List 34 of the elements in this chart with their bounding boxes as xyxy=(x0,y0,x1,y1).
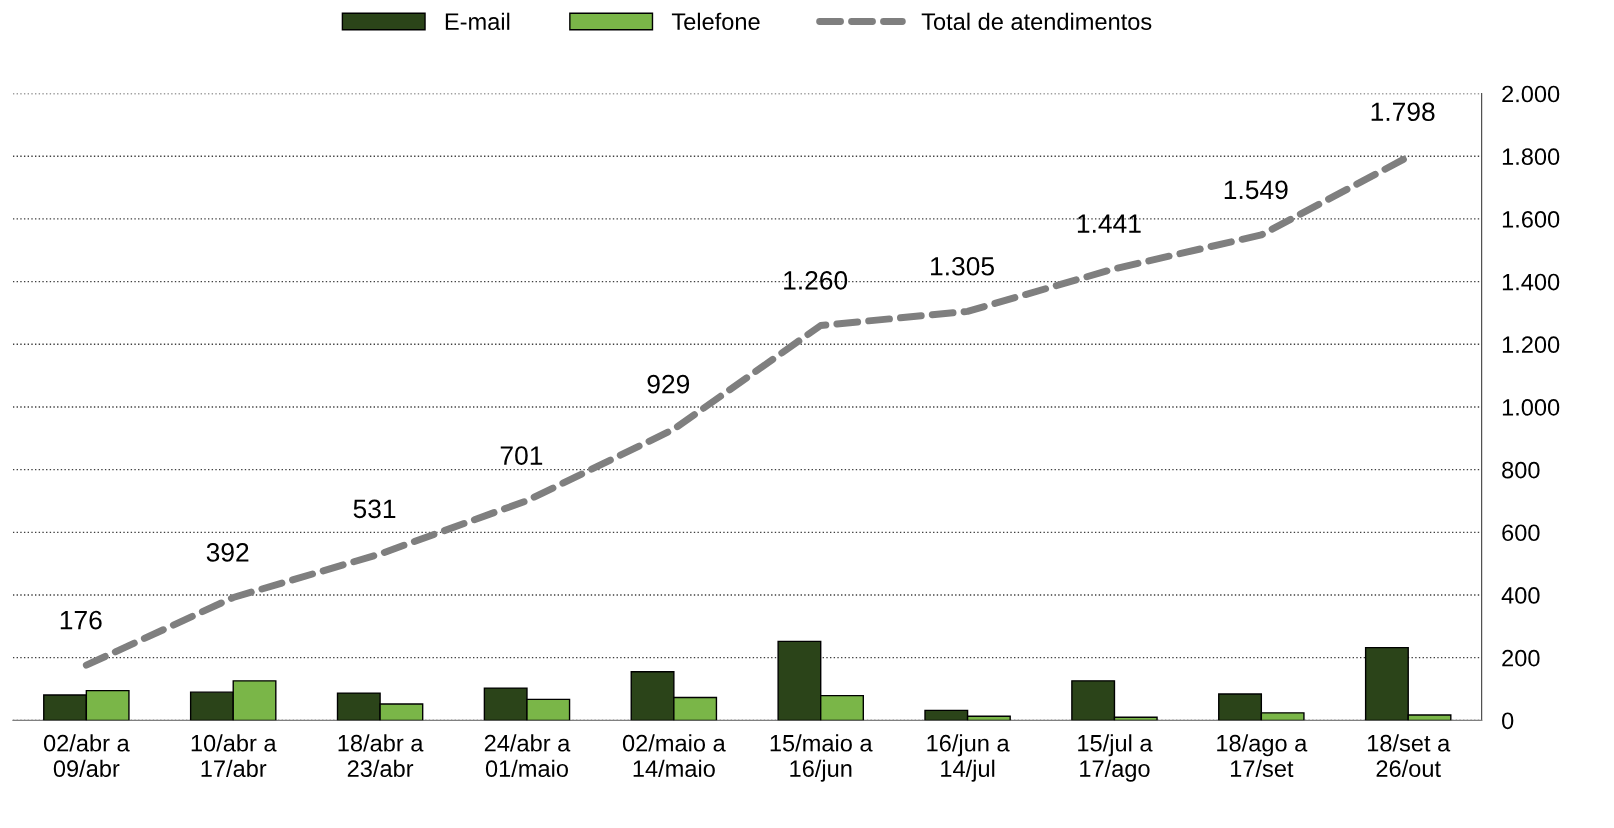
x-tick-label: 15/jul a 17/ago xyxy=(1078,734,1153,782)
x-tick-label: 18/ago a 17/set xyxy=(1217,734,1308,778)
data-label: 1.441 xyxy=(1077,214,1141,233)
y-tick-label: 600 xyxy=(1502,524,1540,542)
x-tick-label: 10/abr a 17/abr xyxy=(191,734,277,778)
legend-label: Telefone xyxy=(671,12,760,31)
x-tick-label: 02/maio a 14/maio xyxy=(622,734,726,778)
y-tick-label: 1.200 xyxy=(1502,336,1560,354)
data-label: 701 xyxy=(500,446,543,465)
y-tick-label: 1.600 xyxy=(1502,210,1560,228)
y-tick-label: 1.400 xyxy=(1502,273,1560,291)
y-tick-label: 0 xyxy=(1502,712,1514,730)
data-label: 1.798 xyxy=(1371,102,1435,122)
data-label: 1.260 xyxy=(784,271,848,290)
data-label: 392 xyxy=(206,543,249,562)
legend-label: Total de atendimentos xyxy=(921,12,1152,31)
data-label: 1.305 xyxy=(931,256,994,276)
data-label: 176 xyxy=(60,610,102,630)
x-tick-label: 02/abr a 09/abr xyxy=(43,734,130,778)
y-tick-label: 1.800 xyxy=(1502,148,1560,166)
x-tick-label: 18/abr a 23/abr xyxy=(338,734,424,778)
data-label: 929 xyxy=(647,374,690,394)
y-tick-label: 800 xyxy=(1502,461,1540,479)
y-tick-label: 1.000 xyxy=(1502,399,1560,416)
data-label: 1.549 xyxy=(1224,180,1288,200)
x-tick-label: 16/jun a 14/jul xyxy=(927,734,1010,782)
data-label: 531 xyxy=(353,499,396,519)
x-tick-label: 18/set a 26/out xyxy=(1368,734,1451,778)
y-tick-label: 200 xyxy=(1502,649,1540,667)
y-tick-label: 400 xyxy=(1501,587,1540,604)
x-tick-label: 24/abr a 01/maio xyxy=(484,734,571,778)
y-tick-label: 2.000 xyxy=(1502,85,1560,103)
legend-label: E-mail xyxy=(445,12,510,31)
x-tick-label: 15/maio a 16/jun xyxy=(770,734,873,782)
